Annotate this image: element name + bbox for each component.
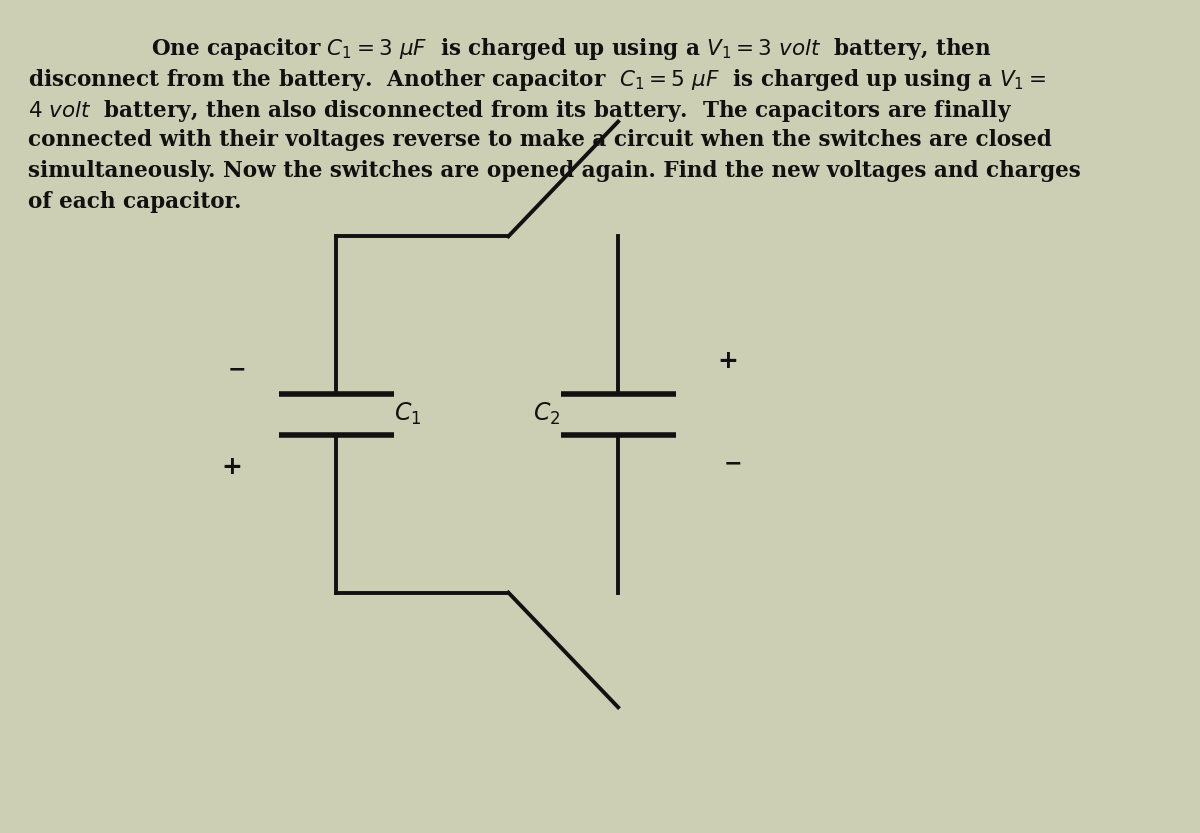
Text: $4\ \mathit{volt}$  battery, then also disconnected from its battery.  The capac: $4\ \mathit{volt}$ battery, then also di…	[28, 97, 1012, 124]
Text: −: −	[228, 359, 246, 379]
Text: One capacitor $C_1 = 3\ \mu F$  is charged up using a $V_1 = 3\ \mathit{volt}$  : One capacitor $C_1 = 3\ \mu F$ is charge…	[151, 36, 991, 62]
Text: simultaneously. Now the switches are opened again. Find the new voltages and cha: simultaneously. Now the switches are ope…	[28, 160, 1080, 182]
Text: $C_1$: $C_1$	[394, 401, 421, 427]
Text: $C_2$: $C_2$	[533, 401, 560, 427]
Text: connected with their voltages reverse to make a circuit when the switches are cl: connected with their voltages reverse to…	[28, 129, 1051, 151]
Text: +: +	[221, 456, 242, 479]
Text: disconnect from the battery.  Another capacitor  $C_1 = 5\ \mu F$  is charged up: disconnect from the battery. Another cap…	[28, 67, 1046, 92]
Text: of each capacitor.: of each capacitor.	[28, 192, 241, 213]
Text: −: −	[724, 453, 743, 473]
Text: +: +	[718, 349, 738, 373]
